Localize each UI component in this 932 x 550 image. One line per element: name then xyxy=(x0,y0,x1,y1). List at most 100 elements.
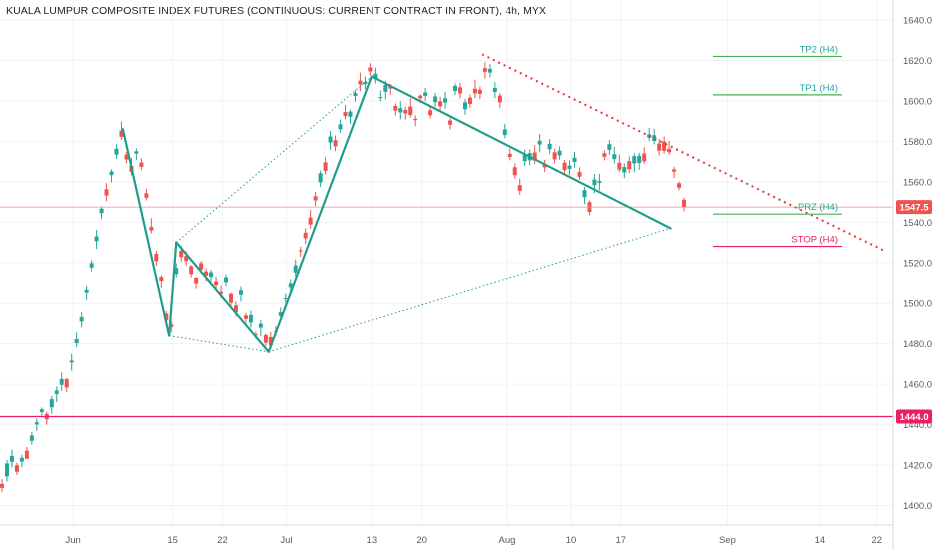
level-price-tag-bg xyxy=(896,409,932,424)
candle-body xyxy=(258,323,263,328)
candle-body xyxy=(507,153,512,157)
candles xyxy=(0,62,687,493)
candle xyxy=(552,148,557,164)
candle xyxy=(14,462,19,475)
candle xyxy=(0,478,4,493)
candle xyxy=(398,101,403,120)
candle xyxy=(502,123,507,139)
candle-body xyxy=(263,334,268,343)
candle-body xyxy=(423,92,428,96)
candle xyxy=(298,246,303,258)
pattern-link-ac xyxy=(169,335,269,353)
candle xyxy=(149,218,154,234)
candle-body xyxy=(19,457,24,462)
candle-body xyxy=(323,162,328,171)
candle-body xyxy=(114,148,119,155)
candle-body xyxy=(522,155,527,162)
candle xyxy=(144,188,149,201)
candle xyxy=(532,144,537,165)
candle-body xyxy=(214,281,219,286)
current-price-tag-text: 1547.5 xyxy=(899,203,929,214)
candle-body xyxy=(682,199,687,208)
chart-title: KUALA LUMPUR COMPOSITE INDEX FUTURES (CO… xyxy=(6,5,547,17)
candle-body xyxy=(453,85,458,92)
candle xyxy=(9,449,14,468)
candle xyxy=(104,183,109,202)
candle xyxy=(224,274,229,287)
candle-body xyxy=(84,289,89,293)
candle-body xyxy=(462,102,467,110)
candle xyxy=(428,106,433,119)
candle xyxy=(154,251,159,266)
pattern-link-ce xyxy=(268,227,671,353)
candle xyxy=(124,152,129,164)
candle-body xyxy=(393,105,398,111)
candle xyxy=(343,104,348,120)
y-tick-label: 1520.0 xyxy=(903,258,932,269)
candle xyxy=(607,139,612,155)
x-tick-label: 20 xyxy=(416,535,427,546)
candle-body xyxy=(248,314,253,323)
candle-body xyxy=(622,167,627,173)
candle xyxy=(59,372,64,392)
x-tick-label: Jun xyxy=(65,535,80,546)
candle xyxy=(647,128,652,142)
candle-body xyxy=(597,181,602,183)
candle-body xyxy=(408,106,413,116)
candle-body xyxy=(627,161,632,170)
candle xyxy=(497,93,502,109)
candle-body xyxy=(119,130,124,137)
candle-body xyxy=(69,360,74,363)
candle-body xyxy=(582,190,587,198)
candle xyxy=(627,156,632,174)
candle-body xyxy=(49,399,54,408)
candle xyxy=(632,153,637,173)
candle-body xyxy=(657,143,662,151)
candle xyxy=(542,159,547,173)
candle-body xyxy=(492,87,497,93)
resistance-trendline xyxy=(481,53,885,252)
candle-body xyxy=(243,315,248,319)
candle-body xyxy=(592,179,597,186)
candle xyxy=(572,151,577,168)
candle-body xyxy=(413,118,418,121)
candle xyxy=(214,276,219,291)
candle-body xyxy=(667,148,672,153)
drawings: TP2 (H4) TP1 (H4) PRZ (H4) STOP (H4) xyxy=(0,44,893,418)
candle-body xyxy=(134,151,139,154)
candle-body xyxy=(303,232,308,239)
candle xyxy=(49,395,54,414)
level-price-tag-text: 1444.0 xyxy=(899,412,928,423)
candle xyxy=(169,320,174,333)
candle-body xyxy=(174,268,179,275)
candle xyxy=(597,173,602,191)
candle xyxy=(64,377,69,393)
candle-body xyxy=(224,277,229,283)
candle-body xyxy=(632,156,637,164)
pattern-leg-cd xyxy=(267,75,373,353)
candle xyxy=(44,411,49,425)
candle xyxy=(507,148,512,161)
candle-body xyxy=(428,110,433,116)
candle-body xyxy=(99,208,104,214)
candle xyxy=(328,131,333,150)
candle xyxy=(19,454,24,468)
candle-body xyxy=(278,312,283,316)
candle-body xyxy=(637,155,642,164)
level-label: PRZ (H4) xyxy=(798,202,838,213)
candle xyxy=(24,447,29,459)
candle xyxy=(333,135,338,152)
candle xyxy=(89,260,94,272)
candle xyxy=(189,264,194,278)
candle xyxy=(54,386,59,403)
pattern-leg-bc xyxy=(175,241,270,353)
y-tick-label: 1640.0 xyxy=(903,16,932,27)
candle-body xyxy=(662,141,667,151)
candle-body xyxy=(433,96,438,103)
candle-body xyxy=(353,93,358,97)
candle-body xyxy=(29,435,34,441)
candle xyxy=(109,169,114,183)
candle-body xyxy=(288,283,293,288)
candle xyxy=(487,64,492,78)
